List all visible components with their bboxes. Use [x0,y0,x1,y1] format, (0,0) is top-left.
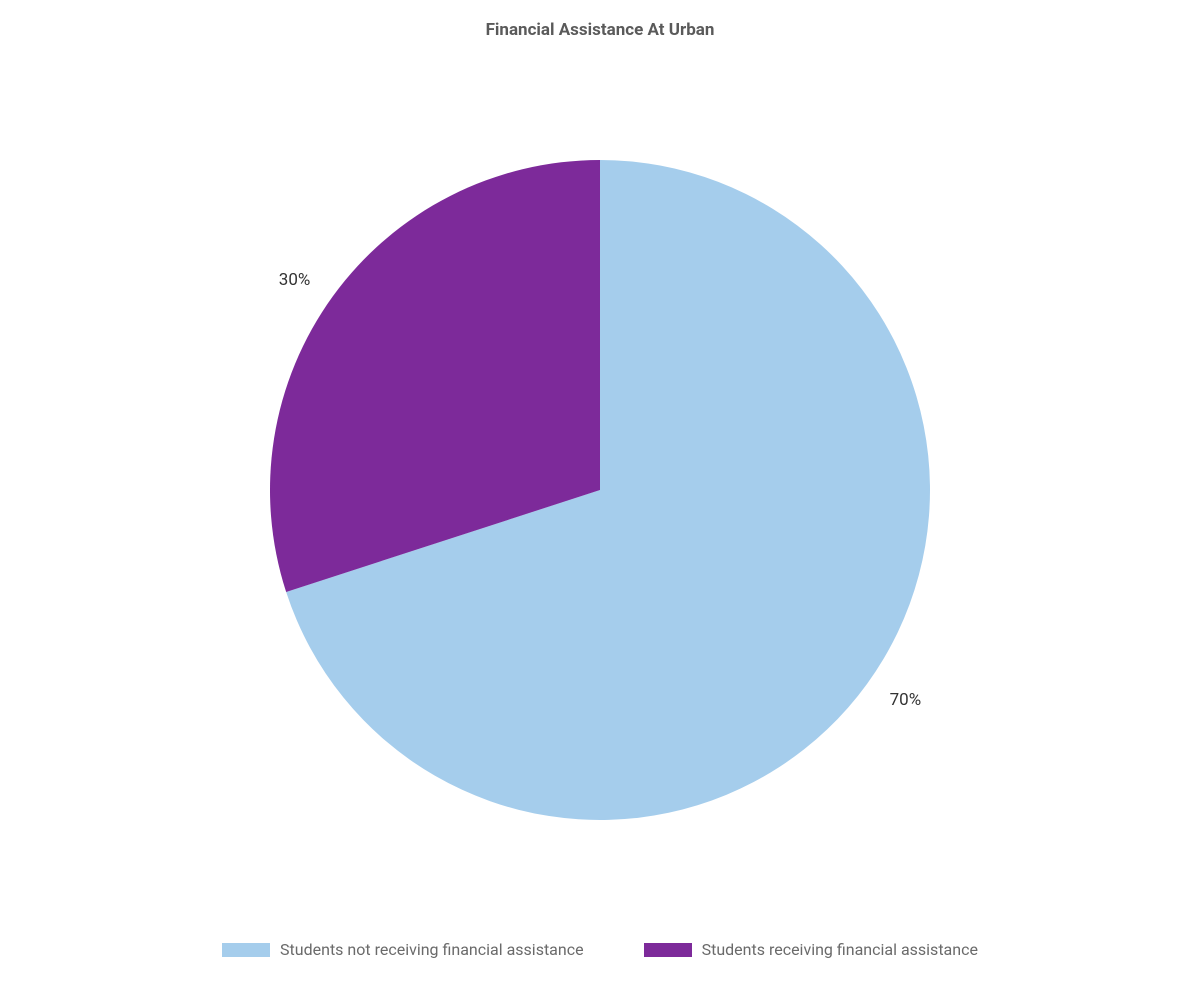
pie-chart-svg [160,50,1040,930]
legend-item-0: Students not receiving financial assista… [222,940,584,959]
pie-chart-container: Financial Assistance At Urban 70%30% Stu… [0,0,1200,880]
pie-chart-area: 70% 30% [0,50,1200,930]
pie-slice-label-1: 30% [279,270,311,290]
chart-title: Financial Assistance At Urban [486,20,715,40]
legend-swatch-0 [222,943,270,957]
chart-legend: Students not receiving financial assista… [222,930,978,989]
pie-slice-label-0: 70% [890,690,922,710]
legend-swatch-1 [644,943,692,957]
legend-label-1: Students receiving financial assistance [702,940,978,959]
legend-label-0: Students not receiving financial assista… [280,940,584,959]
legend-item-1: Students receiving financial assistance [644,940,978,959]
